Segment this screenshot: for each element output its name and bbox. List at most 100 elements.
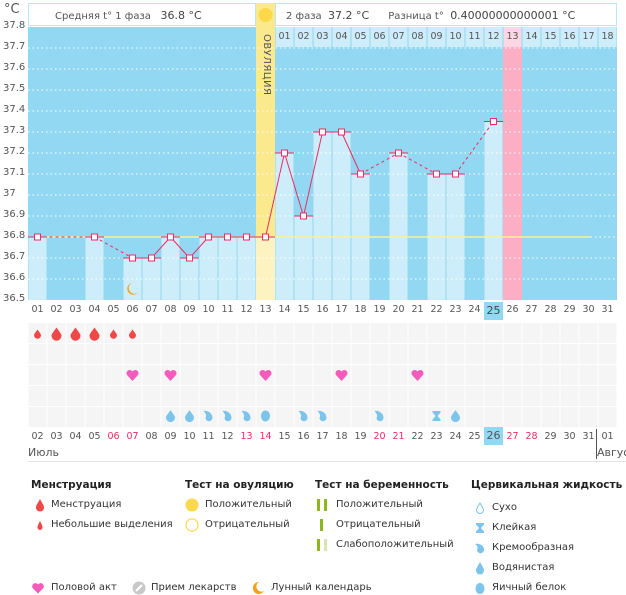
unit-label: °C [4,2,20,17]
x-tick-label: 05 [107,304,120,315]
symbol-cell [237,386,256,406]
phase2-day-cell [579,27,598,47]
symbol-cell [66,386,85,406]
symbol-cell [218,386,237,406]
symbol-cell [446,386,465,406]
symbol-cell [199,323,218,343]
x-tick-label: 16 [316,304,329,315]
temperature-point [281,149,288,157]
symbol-cell [47,386,66,406]
intercourse-icon [164,369,177,381]
symbol-cell [503,323,522,343]
symbol-cell [351,323,370,343]
symbol-cell [294,365,313,385]
symbol-cell [522,386,541,406]
symbol-cell [465,386,484,406]
phase2-day-label: 13 [506,31,519,42]
calendar-date: 10 [183,431,196,442]
temperature-segment [303,131,323,217]
menstruation-icon [70,327,81,341]
symbol-cell [522,323,541,343]
symbol-cell [180,386,199,406]
x-tick-label: 12 [240,304,253,315]
symbol-cell [503,344,522,364]
x-tick-label: 06 [126,304,139,315]
symbol-cell [541,323,560,343]
legend-fluid-eggwhite: Яичный белок [492,582,567,593]
phase2-day-label: 17 [582,31,595,42]
menstruation-icon [89,327,100,341]
symbol-cell [237,323,256,343]
symbol-cell [598,344,617,364]
y-tick-label: 37.7 [3,41,26,52]
calendar-date: 31 [582,431,595,442]
symbol-cell [142,344,161,364]
phase2-summary: 2 фаза 37.2 °C Разница t° 0.400000000000… [275,3,617,26]
diff-label: Разница t° [388,11,444,22]
intercourse-icon [32,583,44,594]
fluid-dry-icon [475,501,485,514]
x-tick-label: 27 [525,304,538,315]
current-day-highlight [484,302,503,320]
temperature-bar [275,153,294,300]
symbol-cell [275,323,294,343]
symbol-cell [465,407,484,427]
phase2-day-cell [541,27,560,47]
phase2-day-label: 08 [411,31,424,42]
temperature-bar [313,132,332,300]
x-tick-label: 14 [278,304,291,315]
temperature-point [357,170,364,178]
ovulation-bar [256,237,275,300]
calendar-date: 07 [126,431,139,442]
fluid-watery-icon [166,410,175,423]
symbol-cell [541,344,560,364]
ovulation-negative-icon [185,518,199,532]
symbol-cell [28,365,47,385]
phase2-day-cell [427,27,446,47]
temperature-point [224,233,231,241]
symbol-cell [408,323,427,343]
intercourse-icon [335,369,348,381]
phase2-day-label: 15 [544,31,557,42]
legend-fluid-dry: Сухо [492,502,517,513]
symbol-cell [560,323,579,343]
temperature-bar [161,237,180,300]
symbol-cell [85,344,104,364]
temperature-bar [180,258,199,300]
fluid-creamy-icon [298,410,308,422]
symbol-cell [579,344,598,364]
symbol-cell [560,365,579,385]
symbol-cell [370,386,389,406]
symbol-cell [579,365,598,385]
y-tick-label: 37.1 [3,167,26,178]
calendar-date: 17 [316,431,329,442]
symbol-cell [313,323,332,343]
symbol-cell [218,323,237,343]
temperature-point [262,233,269,241]
x-tick-label: 02 [50,304,63,315]
symbol-cell [256,323,275,343]
moon-icon [127,283,138,295]
calendar-date: 21 [392,431,405,442]
temperature-point [91,233,98,241]
temperature-segment [398,152,437,175]
symbol-cell [541,386,560,406]
ovulation-label: ОВУЛЯЦИЯ [261,34,272,96]
symbol-cell [161,386,180,406]
calendar-date: 09 [164,431,177,442]
symbol-cell [427,323,446,343]
y-tick-label: 37.6 [3,62,26,73]
phase2-day-label: 03 [316,31,329,42]
ovulation-sun-icon [258,8,273,22]
calendar-date: 18 [335,431,348,442]
y-tick-label: 36.7 [3,251,26,262]
phase2-day-cell [598,27,617,47]
fluid-creamy-icon [222,410,232,422]
legend-cervical-title: Цервикальная жидкость [471,479,623,491]
calendar-date: 19 [354,431,367,442]
symbol-cell [123,407,142,427]
symbol-cell [218,344,237,364]
x-tick-label: 28 [544,304,557,315]
symbol-cell [332,344,351,364]
